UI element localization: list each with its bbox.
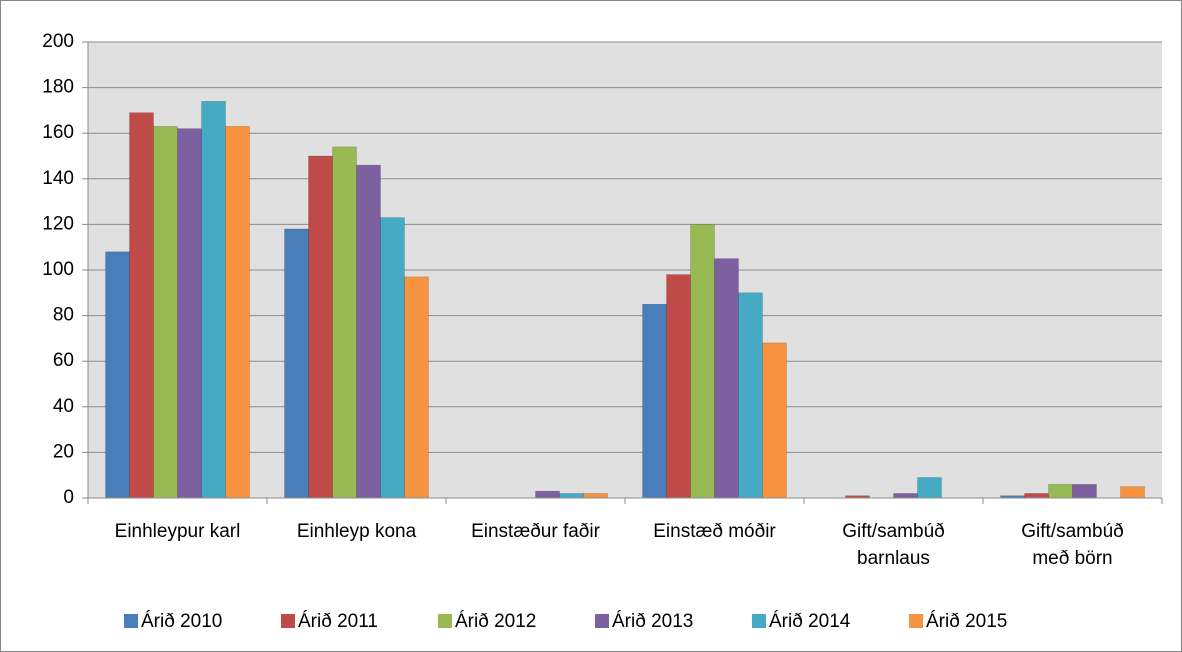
- y-tick-label: 80: [53, 305, 74, 326]
- bar: [642, 303, 667, 499]
- legend-label: Árið 2010: [141, 611, 222, 632]
- y-tick-label: 0: [63, 487, 74, 508]
- bar: [225, 126, 250, 499]
- legend-swatch: [281, 614, 295, 628]
- bar: [559, 493, 584, 499]
- legend-label: Árið 2014: [769, 611, 851, 632]
- y-tick-label: 140: [42, 168, 74, 189]
- y-tick-label: 100: [42, 259, 74, 280]
- legend-swatch: [752, 614, 766, 628]
- bar: [1048, 484, 1073, 499]
- bar: [308, 155, 333, 499]
- legend-label: Árið 2011: [298, 611, 378, 632]
- bar: [177, 128, 202, 499]
- bar: [690, 224, 715, 499]
- bar: [893, 493, 918, 499]
- y-tick-label: 120: [42, 213, 74, 234]
- x-tick-label: Einstæður faðir: [471, 521, 600, 542]
- legend-label: Árið 2015: [926, 611, 1007, 632]
- legend-label: Árið 2012: [455, 611, 536, 632]
- bar: [666, 274, 691, 499]
- bar: [714, 258, 739, 499]
- legend-swatch: [909, 614, 923, 628]
- bar: [1072, 484, 1097, 499]
- bar: [332, 146, 357, 499]
- legend-swatch: [595, 614, 609, 628]
- y-tick-label: 20: [53, 441, 74, 462]
- x-tick-label: Gift/sambúð barnlaus: [842, 521, 945, 569]
- bar: [535, 490, 560, 499]
- bar: [583, 493, 608, 499]
- legend-label: Árið 2013: [612, 611, 693, 632]
- legend-swatch: [438, 614, 452, 628]
- y-tick-label: 60: [53, 350, 74, 371]
- bar: [356, 164, 381, 499]
- bar: [201, 101, 226, 499]
- x-tick-label: Einhleyp kona: [296, 521, 417, 542]
- bar: [153, 126, 178, 499]
- x-tick-label: Gift/sambúð með börn: [1021, 521, 1124, 569]
- x-tick-label: Einstæð móðir: [653, 521, 776, 542]
- x-tick-label: Einhleypur karl: [114, 521, 241, 542]
- bar: [762, 342, 787, 499]
- bar: [380, 217, 405, 499]
- y-tick-label: 180: [42, 77, 74, 98]
- y-tick-label: 40: [53, 396, 74, 417]
- bar: [917, 477, 942, 499]
- bar: [284, 228, 309, 499]
- y-tick-label: 200: [42, 31, 74, 52]
- bar: [105, 251, 130, 499]
- bar: [129, 112, 154, 499]
- y-tick-label: 160: [42, 122, 74, 143]
- bar: [1024, 493, 1049, 499]
- bar: [404, 276, 429, 499]
- legend-swatch: [124, 614, 138, 628]
- bar: [1120, 486, 1145, 499]
- bar: [738, 292, 763, 499]
